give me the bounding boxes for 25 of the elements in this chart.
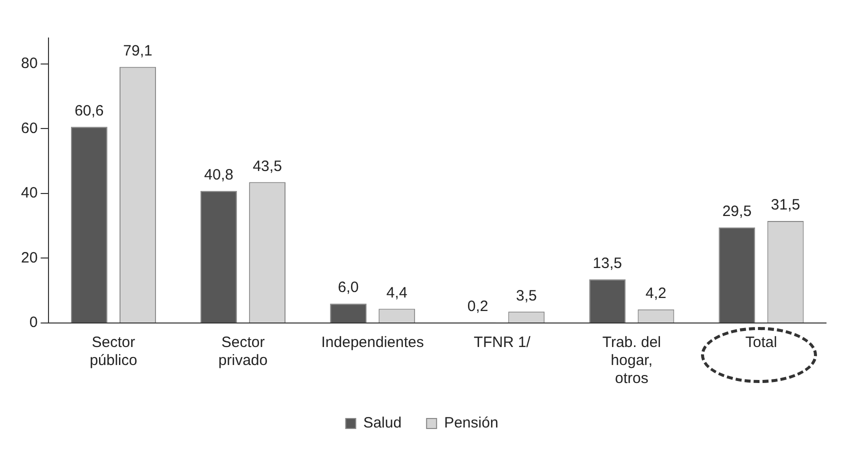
data-label: 60,6	[74, 102, 104, 120]
legend-label: Pensión	[444, 414, 498, 432]
data-label: 3,5	[516, 287, 537, 304]
data-label: 13,5	[592, 254, 622, 272]
x-tick-label: Trab. del hogar, otros	[602, 334, 661, 388]
data-label: 79,1	[123, 42, 152, 60]
x-tick-label: TFNR 1/	[474, 334, 532, 352]
x-tick-label: Sector público	[90, 334, 138, 370]
y-tick-label: 80	[20, 55, 38, 72]
y-tick-label: 60	[20, 120, 38, 137]
y-tick-label: 20	[20, 249, 38, 266]
y-tick-label: 0	[29, 314, 38, 332]
data-label: 6,0	[338, 279, 359, 296]
x-tick-label: Independientes	[321, 334, 424, 352]
x-tick-label: Sector privado	[218, 334, 268, 370]
data-label: 31,5	[770, 196, 800, 214]
y-tick-label: 40	[20, 184, 38, 202]
data-label: 29,5	[722, 203, 752, 220]
data-label: 40,8	[204, 166, 234, 184]
data-label: 4,2	[646, 285, 666, 302]
legend-label: Salud	[363, 414, 402, 432]
data-label: 0,2	[467, 298, 488, 315]
data-label: 4,4	[386, 284, 408, 302]
data-label: 43,5	[252, 158, 282, 175]
x-tick-label: Total	[745, 334, 778, 352]
